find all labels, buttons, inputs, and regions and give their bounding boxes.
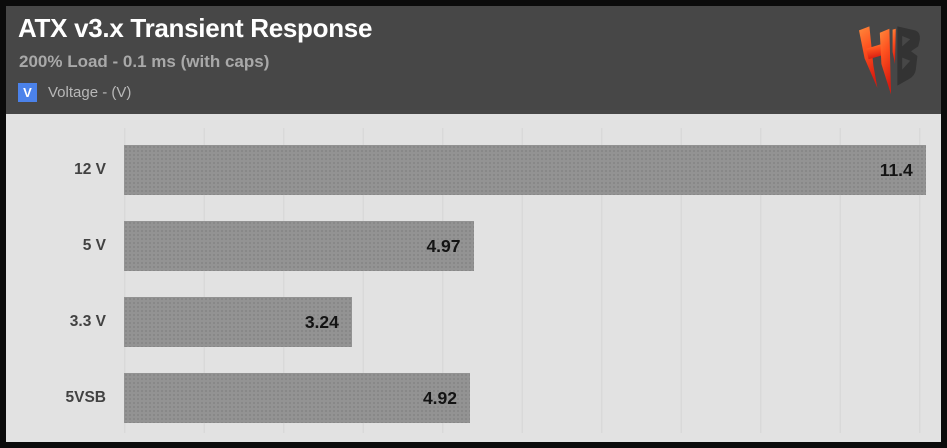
chart-subtitle: 200% Load - 0.1 ms (with caps) xyxy=(19,52,270,71)
category-label-5-v: 5 V xyxy=(82,237,106,254)
legend-label: Voltage - (V) xyxy=(48,84,132,101)
chart-header: ATX v3.x Transient Response 200% Load - … xyxy=(6,6,941,114)
legend: V Voltage - (V) xyxy=(18,83,131,102)
bar-5-v: 4.97 xyxy=(124,221,474,271)
legend-swatch-voltage: V xyxy=(18,83,37,102)
plot-area: 11.4 4.97 3.24 4.92 xyxy=(124,128,930,433)
bar-12-v: 11.4 xyxy=(124,145,926,195)
hardware-busters-logo-icon xyxy=(859,26,920,95)
bar-value-label: 4.92 xyxy=(422,387,457,408)
bar-value-label: 11.4 xyxy=(879,159,913,180)
bar-value-label: 3.24 xyxy=(304,311,339,332)
chart-title: ATX v3.x Transient Response xyxy=(18,13,373,43)
bar-value-label: 4.97 xyxy=(426,235,461,256)
bar-5vsb: 4.92 xyxy=(124,373,470,423)
chart-panel: 11.4 4.97 3.24 4.92 12 V 5 V 3.3 V 5VSB xyxy=(6,114,941,442)
category-label-3.3-v: 3.3 V xyxy=(69,313,106,330)
bar-3.3-v: 3.24 xyxy=(124,297,352,347)
category-label-5vsb: 5VSB xyxy=(65,389,107,406)
category-label-12-v: 12 V xyxy=(74,161,106,178)
